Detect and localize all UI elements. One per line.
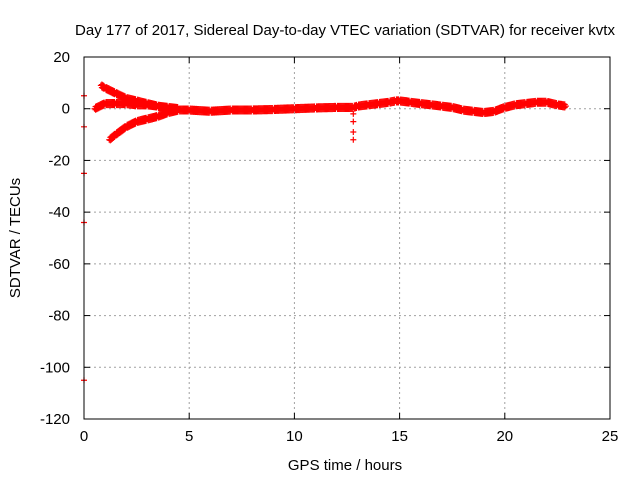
y-tick-label: 0 xyxy=(62,101,70,118)
grid xyxy=(84,57,610,419)
x-axis-label: GPS time / hours xyxy=(288,457,402,474)
x-tick-label: 5 xyxy=(185,428,193,445)
x-tick-label: 25 xyxy=(602,428,619,445)
point-isolated-points xyxy=(350,110,357,117)
point-lower-diverging-branch xyxy=(120,126,127,133)
y-tick-label: -60 xyxy=(48,256,70,273)
y-tick-label: -100 xyxy=(40,359,70,376)
x-tick-label: 10 xyxy=(286,428,303,445)
y-tick-label: 20 xyxy=(53,49,70,66)
data-points xyxy=(81,81,569,384)
x-tick-label: 20 xyxy=(496,428,513,445)
y-tick-label: -40 xyxy=(48,204,70,221)
x-axis-ticks: 0 5 10 15 20 25 xyxy=(80,57,619,445)
y-tick-label: -80 xyxy=(48,308,70,325)
y-axis-ticks: 20 0 -20 -40 -60 -80 -100 -120 xyxy=(40,49,610,428)
y-tick-label: -20 xyxy=(48,152,70,169)
point-isolated-points xyxy=(350,118,357,125)
point-main-band xyxy=(561,104,568,111)
chart-title: Day 177 of 2017, Sidereal Day-to-day VTE… xyxy=(75,22,615,39)
x-tick-label: 0 xyxy=(80,428,88,445)
point-isolated-points xyxy=(350,128,357,135)
point-lower-diverging-branch xyxy=(175,107,182,114)
point-lower-diverging-branch xyxy=(110,134,117,141)
plot-border xyxy=(83,56,611,420)
y-tick-label: -120 xyxy=(40,411,70,428)
x-tick-label: 15 xyxy=(391,428,408,445)
y-axis-label: SDTVAR / TECUs xyxy=(7,178,24,298)
point-isolated-points xyxy=(350,136,357,143)
point-main-band xyxy=(562,103,569,110)
